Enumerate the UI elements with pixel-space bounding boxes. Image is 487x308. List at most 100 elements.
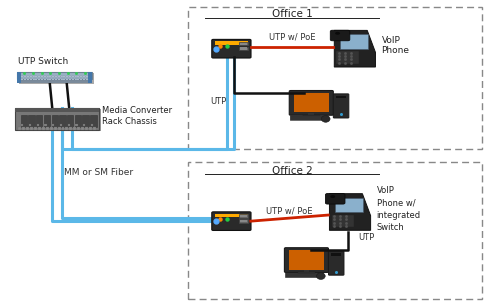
Bar: [63, 79, 65, 80]
Bar: [77, 128, 80, 130]
Ellipse shape: [317, 273, 325, 279]
Bar: [75, 76, 76, 77]
Bar: [239, 47, 247, 50]
Bar: [88, 72, 92, 83]
Bar: [59, 115, 66, 127]
Bar: [44, 124, 47, 126]
FancyBboxPatch shape: [289, 91, 333, 115]
Bar: [58, 79, 60, 80]
Bar: [75, 79, 76, 80]
Bar: [47, 79, 49, 80]
Bar: [336, 96, 346, 99]
Bar: [86, 76, 88, 77]
Bar: [239, 42, 247, 45]
Bar: [15, 108, 99, 130]
Bar: [20, 115, 27, 127]
Bar: [308, 113, 314, 116]
Bar: [72, 79, 74, 80]
Text: VoIP
Phone: VoIP Phone: [381, 36, 410, 55]
Bar: [38, 76, 40, 77]
Bar: [58, 76, 60, 77]
Bar: [80, 79, 82, 80]
Bar: [18, 128, 21, 130]
Text: UTP w/ PoE: UTP w/ PoE: [266, 207, 313, 216]
Bar: [27, 79, 29, 80]
Bar: [28, 115, 35, 127]
Bar: [36, 115, 42, 127]
Bar: [63, 76, 65, 77]
Bar: [38, 79, 40, 80]
Bar: [240, 215, 246, 217]
Bar: [77, 76, 79, 77]
Bar: [214, 41, 250, 58]
Bar: [33, 79, 35, 80]
Bar: [67, 115, 74, 127]
Bar: [30, 79, 32, 80]
FancyBboxPatch shape: [284, 248, 328, 273]
Bar: [47, 76, 49, 77]
Bar: [38, 128, 41, 130]
Bar: [83, 76, 85, 77]
Bar: [52, 124, 55, 126]
Bar: [17, 72, 92, 79]
Bar: [214, 213, 250, 230]
Bar: [303, 270, 309, 273]
Bar: [52, 79, 54, 80]
Bar: [72, 76, 74, 77]
Bar: [66, 79, 68, 80]
Bar: [29, 124, 31, 126]
FancyBboxPatch shape: [212, 39, 251, 58]
Bar: [44, 76, 46, 77]
Bar: [239, 214, 247, 218]
Bar: [81, 128, 84, 130]
Bar: [50, 76, 52, 77]
Bar: [83, 79, 85, 80]
Bar: [33, 76, 35, 77]
Bar: [240, 43, 246, 45]
Bar: [61, 128, 64, 130]
Bar: [65, 128, 68, 130]
Bar: [37, 124, 39, 126]
Bar: [89, 128, 92, 130]
Bar: [188, 162, 482, 299]
Bar: [93, 128, 96, 130]
Bar: [15, 108, 99, 111]
Bar: [80, 76, 82, 77]
Ellipse shape: [321, 116, 330, 122]
Polygon shape: [329, 194, 371, 230]
Bar: [75, 115, 81, 127]
Bar: [54, 128, 56, 130]
Bar: [331, 253, 341, 256]
Text: VoIP
Phone w/
integrated
Switch: VoIP Phone w/ integrated Switch: [376, 186, 421, 232]
Ellipse shape: [335, 32, 340, 35]
Bar: [41, 76, 43, 77]
Bar: [55, 79, 57, 80]
FancyBboxPatch shape: [335, 198, 363, 212]
FancyBboxPatch shape: [285, 273, 323, 278]
Bar: [19, 73, 94, 84]
Bar: [68, 124, 70, 126]
Bar: [70, 128, 73, 130]
Bar: [82, 115, 89, 127]
Bar: [42, 128, 45, 130]
Bar: [21, 79, 23, 80]
Bar: [240, 47, 246, 50]
Bar: [17, 79, 92, 83]
Bar: [215, 41, 248, 45]
Bar: [21, 124, 23, 126]
FancyBboxPatch shape: [325, 193, 345, 204]
Bar: [91, 124, 93, 126]
Bar: [294, 93, 329, 112]
Bar: [69, 76, 71, 77]
FancyBboxPatch shape: [212, 212, 251, 230]
Bar: [52, 115, 58, 127]
Bar: [21, 76, 23, 77]
FancyBboxPatch shape: [333, 94, 349, 118]
Bar: [44, 115, 50, 127]
Bar: [41, 79, 43, 80]
Bar: [66, 76, 68, 77]
Bar: [61, 76, 63, 77]
Text: Media Converter
Rack Chassis: Media Converter Rack Chassis: [102, 106, 172, 126]
Bar: [57, 128, 60, 130]
Bar: [337, 51, 359, 64]
